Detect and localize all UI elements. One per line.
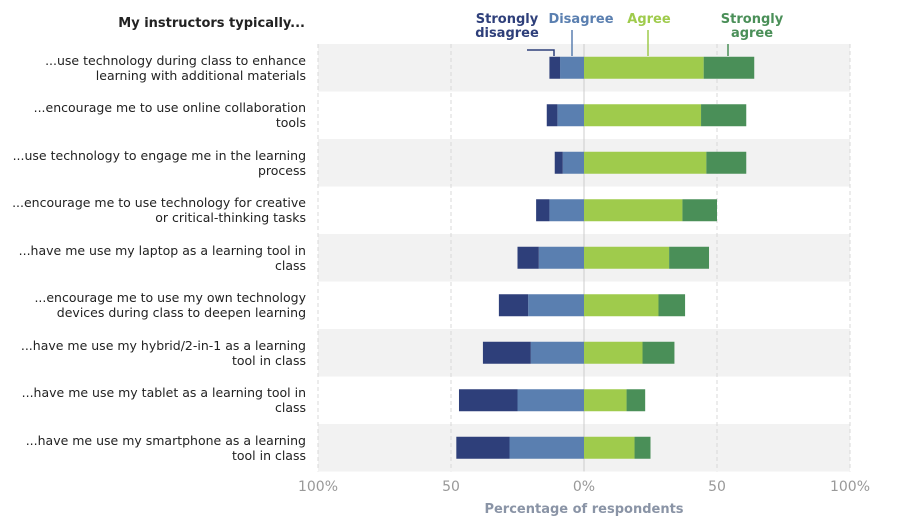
bar bbox=[482, 341, 531, 364]
category-label: ...have me use my tablet as a learning t… bbox=[21, 385, 306, 416]
bar bbox=[546, 104, 558, 127]
category-label: ...have me use my hybrid/2-in-1 as a lea… bbox=[20, 337, 306, 368]
bar bbox=[634, 436, 651, 459]
bar bbox=[549, 199, 584, 222]
bar bbox=[701, 104, 747, 127]
bar bbox=[682, 199, 717, 222]
x-tick-label: 100% bbox=[297, 479, 339, 495]
x-tick-label: 50 bbox=[708, 479, 726, 495]
category-label: ...have me use my laptop as a learning t… bbox=[18, 242, 306, 273]
bar bbox=[517, 246, 539, 269]
bar bbox=[557, 104, 584, 127]
category-label: ...encourage me to use online collaborat… bbox=[33, 100, 306, 131]
bar bbox=[498, 294, 529, 317]
category-label: ...use technology during class to enhanc… bbox=[45, 52, 306, 83]
bar bbox=[584, 436, 635, 459]
bar bbox=[509, 436, 584, 459]
bar bbox=[584, 151, 707, 174]
bar bbox=[549, 56, 561, 79]
bar bbox=[584, 389, 627, 412]
bar bbox=[706, 151, 747, 174]
bar bbox=[626, 389, 646, 412]
bar bbox=[536, 199, 550, 222]
bar bbox=[584, 246, 670, 269]
bar bbox=[530, 341, 584, 364]
chart-title: My instructors typically... bbox=[118, 16, 305, 31]
category-label: ...encourage me to use my own technology… bbox=[34, 290, 306, 321]
bar bbox=[562, 151, 584, 174]
bar bbox=[560, 56, 584, 79]
legend-label: Disagree bbox=[548, 12, 614, 27]
bar bbox=[584, 56, 704, 79]
bar bbox=[584, 199, 683, 222]
category-label: ...encourage me to use technology for cr… bbox=[12, 195, 306, 226]
bar bbox=[456, 436, 510, 459]
category-label: ...use technology to engage me in the le… bbox=[12, 147, 306, 178]
bar bbox=[584, 294, 659, 317]
bar bbox=[528, 294, 584, 317]
bar bbox=[554, 151, 563, 174]
bar bbox=[517, 389, 584, 412]
bar bbox=[584, 341, 643, 364]
x-axis-label: Percentage of respondents bbox=[484, 502, 684, 517]
bar bbox=[538, 246, 584, 269]
bar bbox=[584, 104, 702, 127]
category-label: ...have me use my smartphone as a learni… bbox=[25, 432, 306, 463]
x-tick-label: 0% bbox=[572, 479, 596, 495]
x-tick-label: 50 bbox=[442, 479, 460, 495]
bar bbox=[642, 341, 675, 364]
legend-leader bbox=[527, 49, 555, 56]
bar bbox=[703, 56, 755, 79]
bar bbox=[658, 294, 686, 317]
x-tick-label: 100% bbox=[829, 479, 871, 495]
bar bbox=[458, 389, 518, 412]
legend-label: Strongly disagree bbox=[475, 12, 539, 41]
legend-label: Strongly agree bbox=[720, 12, 784, 41]
bar bbox=[669, 246, 710, 269]
legend-label: Agree bbox=[627, 12, 671, 27]
